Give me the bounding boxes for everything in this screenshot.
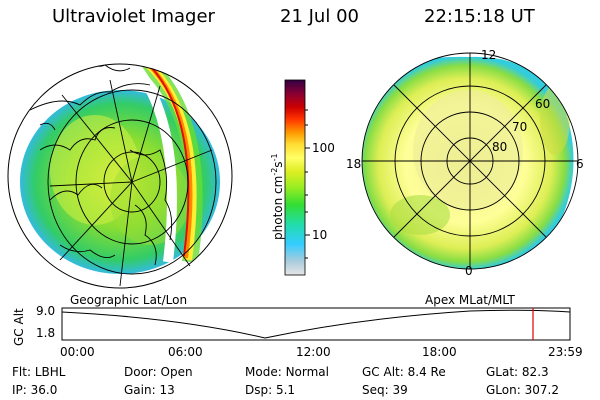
magnetic-panel [361, 52, 579, 270]
geographic-panel [7, 63, 233, 289]
colorbar-tick-100: 100 [312, 141, 335, 155]
info-seq: Seq: 39 [362, 383, 408, 397]
info-glat: GLat: 82.3 [486, 365, 549, 379]
altitude-xtick-3: 18:00 [422, 345, 457, 359]
magnetic-panel-label: Apex MLat/MLT [425, 293, 515, 307]
info-dsp: Dsp: 5.1 [245, 383, 296, 397]
altitude-xtick-0: 00:00 [60, 345, 95, 359]
altitude-ytick-bottom: 1.8 [36, 326, 56, 340]
mlat-mlt-grid [361, 52, 579, 270]
altitude-xtick-1: 06:00 [168, 345, 203, 359]
mlat-label-80: 80 [492, 140, 508, 154]
image-time: 22:15:18 UT [424, 6, 535, 27]
magnetic-emission-image [362, 56, 574, 269]
instrument-title: Ultraviolet Imager [52, 6, 215, 27]
altitude-ytick-top: 9.0 [36, 304, 56, 318]
altitude-ylabel: GC Alt [12, 308, 26, 346]
color-bar [284, 79, 310, 276]
info-flt: Flt: LBHL [12, 365, 66, 379]
mlt-label-6: 6 [576, 157, 584, 171]
mlt-label-18: 18 [346, 157, 362, 171]
info-gc-alt: GC Alt: 8.4 Re [362, 365, 446, 379]
colorbar-tick-10: 10 [312, 228, 328, 242]
geographic-panel-label: Geographic Lat/Lon [70, 293, 188, 307]
info-ip: IP: 36.0 [12, 383, 58, 397]
info-gain: Gain: 13 [124, 383, 175, 397]
info-door: Door: Open [124, 365, 193, 379]
mlt-label-0: 0 [465, 264, 473, 278]
latlon-grid [47, 79, 217, 287]
info-glon: GLon: 307.2 [486, 383, 559, 397]
mlat-label-70: 70 [512, 120, 528, 134]
altitude-xtick-4: 23:59 [548, 345, 583, 359]
mlt-label-12: 12 [481, 48, 497, 62]
colorbar-unit-label: photon cm-2s-1 [270, 153, 285, 240]
altitude-xtick-2: 12:00 [296, 345, 331, 359]
mlat-label-60: 60 [535, 97, 551, 111]
image-date: 21 Jul 00 [280, 6, 359, 27]
info-mode: Mode: Normal [245, 365, 329, 379]
altitude-plot [61, 307, 571, 341]
